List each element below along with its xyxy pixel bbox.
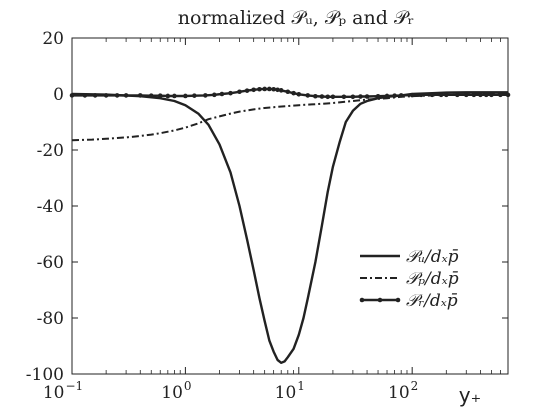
series-point-3: [325, 94, 331, 100]
series-point-3: [251, 87, 256, 93]
series-point-3: [364, 94, 370, 99]
series-point-3: [398, 93, 404, 98]
series-point-3: [313, 93, 318, 99]
y-tick-label: -20: [37, 141, 64, 161]
series-point-3: [350, 94, 356, 100]
series-point-3: [429, 92, 435, 98]
series-point-3: [92, 93, 98, 98]
series-point-3: [392, 93, 397, 98]
legend-label-2: 𝒫ₚ/dₓp̄: [406, 269, 459, 289]
legend-swatch-point: [395, 297, 401, 303]
series-point-3: [489, 92, 494, 98]
series-point-3: [148, 93, 154, 98]
x-axis-label: y₊: [459, 383, 481, 407]
series-point-3: [219, 91, 225, 97]
y-tick-label: -60: [37, 253, 64, 273]
series-point-3: [341, 94, 347, 100]
legend-label-3: 𝒫ᵣ/dₓp̄: [406, 291, 458, 311]
series-point-3: [157, 93, 163, 98]
legend-swatch-point: [377, 297, 383, 303]
series-point-3: [262, 86, 267, 92]
series-point-3: [296, 91, 302, 97]
series-point-3: [114, 93, 120, 98]
series-point-3: [409, 92, 415, 98]
series-point-3: [228, 90, 233, 96]
x-tick-label: 10−1: [43, 379, 83, 403]
series-point-3: [454, 92, 460, 98]
series-point-3: [237, 89, 242, 95]
y-tick-label: -100: [26, 365, 64, 385]
series-point-3: [478, 92, 483, 98]
series-point-3: [375, 93, 381, 99]
x-tick-label: 100: [161, 379, 191, 403]
series-line-1: [71, 91, 508, 364]
series-point-3: [438, 92, 444, 98]
series-point-3: [192, 93, 197, 98]
series-point-3: [244, 88, 250, 93]
series-point-3: [165, 93, 171, 99]
series-point-3: [203, 93, 208, 98]
series-point-3: [498, 92, 503, 98]
y-tick-label: 0: [53, 85, 64, 105]
series-point-3: [82, 93, 88, 98]
x-tick-label: 101: [275, 379, 305, 403]
series-point-3: [271, 86, 276, 92]
series-point-3: [444, 92, 449, 98]
series-point-3: [278, 88, 284, 93]
series-point-3: [267, 86, 272, 92]
series-point-3: [183, 93, 188, 99]
series-point-3: [418, 92, 424, 98]
legend: 𝒫ᵤ/dₓp̄𝒫ₚ/dₓp̄𝒫ᵣ/dₓp̄: [359, 247, 459, 311]
plot-frame: [71, 37, 509, 375]
series-point-3: [137, 93, 143, 98]
series-point-3: [505, 92, 511, 98]
series-point-3: [463, 92, 469, 98]
series-point-3: [285, 89, 291, 95]
series-point-3: [384, 93, 390, 99]
y-tick-label: -80: [37, 309, 64, 329]
series-point-3: [471, 92, 477, 98]
series-point-3: [69, 93, 75, 98]
series-point-3: [172, 93, 177, 99]
series-point-3: [275, 87, 280, 93]
series-point-3: [358, 94, 363, 99]
series-point-3: [483, 92, 489, 98]
series-point-3: [123, 93, 129, 98]
series-point-3: [319, 94, 325, 99]
y-tick-label: -40: [37, 197, 64, 217]
y-tick-label: 20: [42, 29, 64, 49]
series-line-2: [71, 93, 509, 142]
series-point-3: [305, 93, 311, 98]
x-tick-label: 102: [388, 379, 418, 403]
series-point-3: [257, 86, 262, 92]
plot-area: [71, 37, 509, 375]
series-layer: [69, 86, 511, 364]
legend-swatch-point: [359, 297, 365, 303]
chart-title: normalized 𝒫ᵤ, 𝒫ₚ and 𝒫ᵣ: [178, 7, 414, 29]
legend-label-1: 𝒫ᵤ/dₓp̄: [406, 247, 459, 267]
series-point-3: [291, 90, 296, 96]
series-point-3: [212, 92, 217, 98]
series-point-3: [330, 94, 336, 100]
series-point-3: [103, 93, 109, 98]
